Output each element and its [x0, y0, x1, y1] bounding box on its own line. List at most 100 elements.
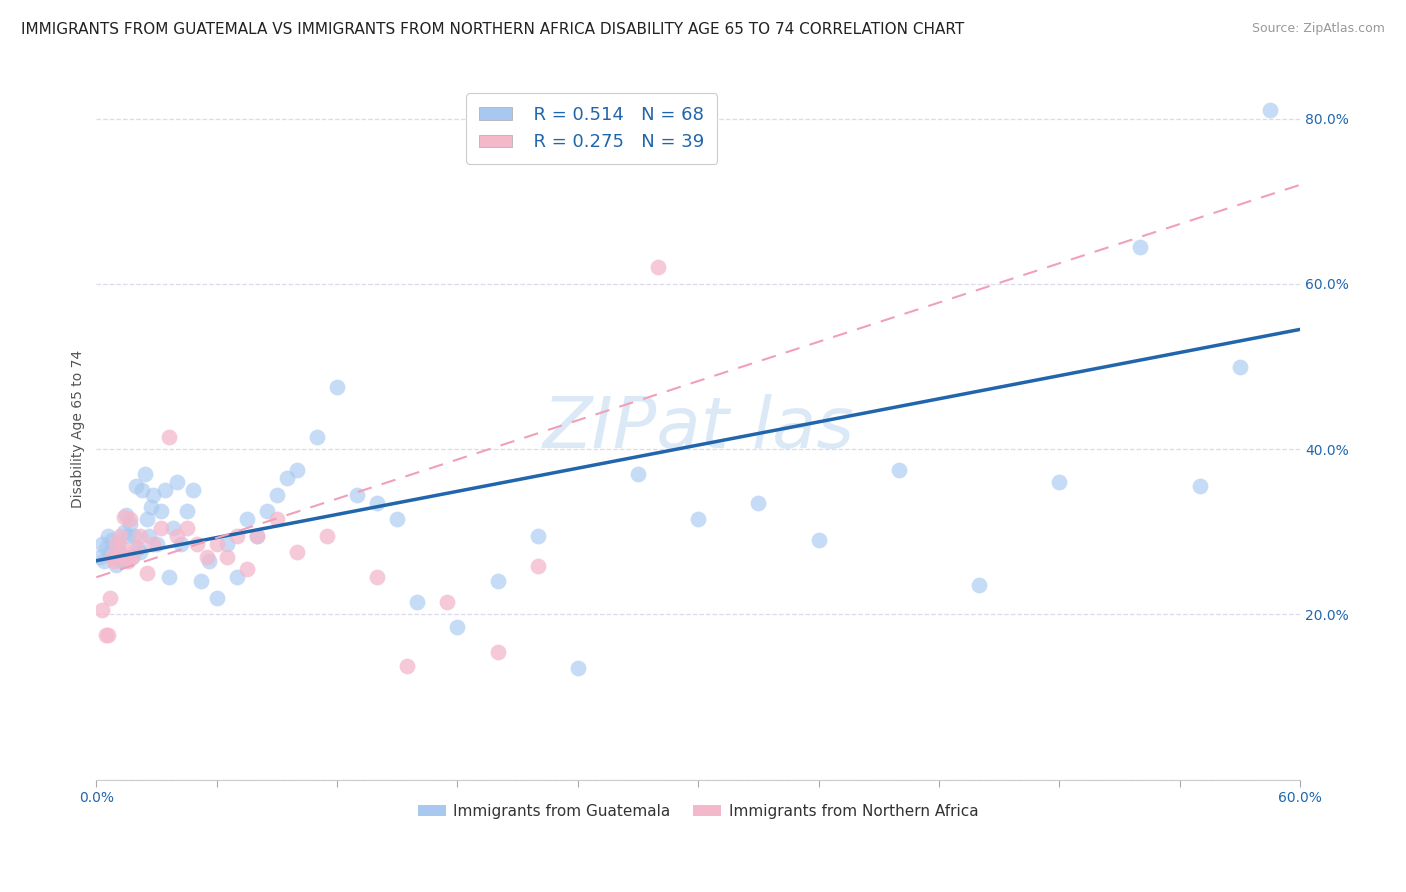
- Point: [96, 628, 118, 642]
- Point: [186, 537, 208, 551]
- Point: [124, 529, 146, 543]
- Point: [627, 467, 650, 481]
- Point: [157, 430, 180, 444]
- Point: [153, 483, 176, 498]
- Y-axis label: Disability Age 65 to 74: Disability Age 65 to 74: [72, 350, 86, 508]
- Point: [195, 549, 218, 564]
- Point: [117, 554, 139, 568]
- Point: [103, 551, 125, 566]
- Point: [97, 529, 120, 543]
- Point: [103, 554, 125, 568]
- Point: [346, 487, 368, 501]
- Point: [111, 541, 134, 556]
- Point: [205, 537, 228, 551]
- Point: [205, 591, 228, 605]
- Point: [285, 463, 308, 477]
- Point: [266, 512, 288, 526]
- Point: [105, 537, 128, 551]
- Point: [129, 529, 152, 543]
- Point: [197, 554, 219, 568]
- Point: [176, 521, 198, 535]
- Point: [107, 549, 129, 564]
- Point: [169, 537, 191, 551]
- Point: [246, 529, 269, 543]
- Point: [1129, 240, 1152, 254]
- Point: [236, 512, 259, 526]
- Point: [100, 591, 122, 605]
- Point: [246, 529, 269, 543]
- Point: [115, 508, 138, 523]
- Point: [1229, 359, 1251, 374]
- Point: [1047, 475, 1070, 490]
- Point: [190, 574, 212, 589]
- Point: [129, 545, 152, 559]
- Point: [114, 524, 136, 539]
- Point: [266, 487, 288, 501]
- Text: Source: ZipAtlas.com: Source: ZipAtlas.com: [1251, 22, 1385, 36]
- Point: [526, 529, 548, 543]
- Point: [100, 545, 122, 559]
- Point: [688, 512, 710, 526]
- Point: [91, 603, 114, 617]
- Point: [396, 658, 419, 673]
- Point: [105, 558, 128, 572]
- Point: [134, 467, 156, 481]
- Point: [326, 380, 349, 394]
- Point: [149, 504, 172, 518]
- Point: [446, 620, 468, 634]
- Point: [181, 483, 204, 498]
- Point: [131, 483, 153, 498]
- Point: [1258, 103, 1281, 118]
- Point: [236, 562, 259, 576]
- Point: [97, 628, 120, 642]
- Text: ZIPat las: ZIPat las: [543, 394, 855, 463]
- Point: [526, 559, 548, 574]
- Point: [436, 595, 458, 609]
- Point: [107, 537, 129, 551]
- Point: [215, 549, 238, 564]
- Point: [1188, 479, 1211, 493]
- Point: [121, 549, 143, 564]
- Point: [139, 500, 162, 514]
- Point: [111, 554, 134, 568]
- Point: [125, 541, 148, 556]
- Point: [162, 521, 184, 535]
- Point: [567, 661, 589, 675]
- Text: IMMIGRANTS FROM GUATEMALA VS IMMIGRANTS FROM NORTHERN AFRICA DISABILITY AGE 65 T: IMMIGRANTS FROM GUATEMALA VS IMMIGRANTS …: [21, 22, 965, 37]
- Point: [225, 570, 247, 584]
- Point: [166, 475, 188, 490]
- Point: [120, 512, 142, 526]
- Point: [138, 529, 160, 543]
- Point: [366, 570, 388, 584]
- Point: [145, 537, 167, 551]
- Point: [305, 430, 328, 444]
- Point: [316, 529, 339, 543]
- Legend: Immigrants from Guatemala, Immigrants from Northern Africa: Immigrants from Guatemala, Immigrants fr…: [412, 797, 984, 824]
- Point: [101, 549, 124, 564]
- Point: [93, 554, 115, 568]
- Point: [176, 504, 198, 518]
- Point: [115, 549, 138, 564]
- Point: [486, 574, 509, 589]
- Point: [406, 595, 429, 609]
- Point: [807, 533, 830, 547]
- Point: [276, 471, 298, 485]
- Point: [127, 541, 149, 556]
- Point: [135, 512, 157, 526]
- Point: [91, 537, 114, 551]
- Point: [486, 644, 509, 658]
- Point: [141, 487, 163, 501]
- Point: [887, 463, 910, 477]
- Point: [89, 549, 111, 564]
- Point: [141, 537, 163, 551]
- Point: [110, 529, 132, 543]
- Point: [120, 516, 142, 531]
- Point: [647, 260, 669, 275]
- Point: [256, 504, 278, 518]
- Point: [166, 529, 188, 543]
- Point: [117, 529, 139, 543]
- Point: [285, 545, 308, 559]
- Point: [225, 529, 247, 543]
- Point: [96, 541, 118, 556]
- Point: [135, 566, 157, 580]
